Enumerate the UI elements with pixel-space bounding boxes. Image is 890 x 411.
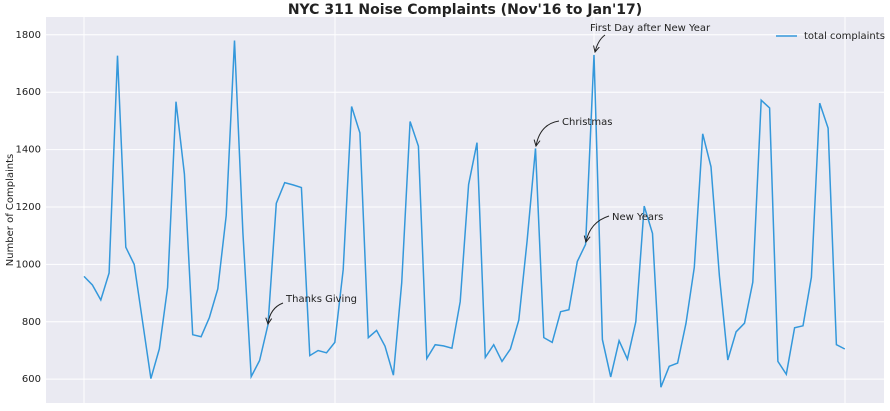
annotation: Thanks Giving (285, 294, 357, 305)
y-tick-label: 600 (22, 374, 41, 385)
annotation: First Day after New Year (590, 23, 711, 34)
chart-title: NYC 311 Noise Complaints (Nov'16 to Jan'… (288, 2, 642, 18)
y-tick-label: 1200 (16, 202, 41, 213)
annotation: Christmas (562, 117, 612, 128)
line (83, 40, 846, 388)
y-tick-label: 1400 (16, 145, 41, 156)
annotation-arrow (586, 215, 610, 242)
y-tick-label: 1000 (16, 259, 41, 270)
annotation-arrow (536, 120, 560, 146)
annotation-arrow (595, 34, 606, 52)
annotation: New Years (612, 212, 663, 223)
x-grid (83, 17, 846, 403)
y-tick-label: 800 (22, 317, 41, 328)
y-axis-label: Number of Complaints (5, 154, 16, 267)
y-tick-label: 1600 (16, 87, 41, 98)
y-tick-label: 1800 (16, 30, 41, 41)
legend-label: total complaints (804, 31, 885, 42)
annotation-arrow (268, 302, 284, 324)
